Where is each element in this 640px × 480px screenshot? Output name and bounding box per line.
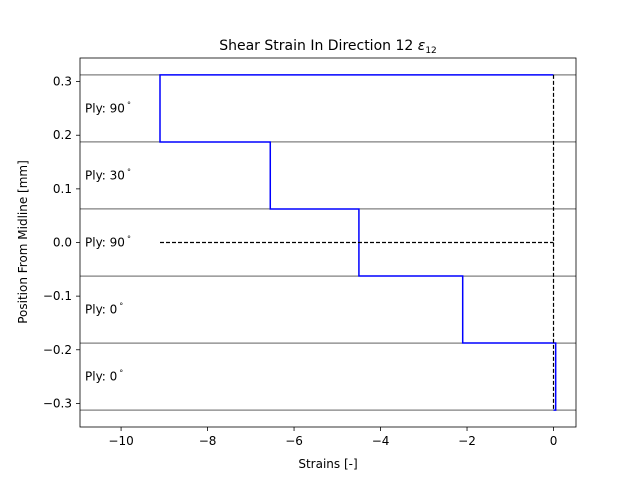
x-tick-label: −4 <box>372 434 390 448</box>
ply-label: Ply: 0 ° <box>85 369 123 384</box>
ply-label: Ply: 30 ° <box>85 167 131 182</box>
y-tick-label: 0.2 <box>53 128 72 142</box>
y-tick-label: 0.3 <box>53 75 72 89</box>
x-tick-label: −2 <box>458 434 476 448</box>
y-tick-label: −0.2 <box>43 343 72 357</box>
x-tick-label: −8 <box>199 434 217 448</box>
x-axis-label: Strains [-] <box>298 457 357 471</box>
y-tick-label: −0.3 <box>43 396 72 410</box>
plot-area: Ply: 90 ° Ply: 30 ° Ply: 90 ° Ply: 0 ° Ply: 0 ° <box>80 74 576 411</box>
ply-label: Ply: 0 ° <box>85 302 123 317</box>
x-tick-label: −10 <box>108 434 133 448</box>
y-tick-label: −0.1 <box>43 289 72 303</box>
y-axis-label: Position From Midline [mm] <box>16 160 30 324</box>
y-tick-label: 0.1 <box>53 182 72 196</box>
y-tick-label: 0.0 <box>53 236 72 250</box>
x-tick-label: 0 <box>550 434 558 448</box>
ply-label: Ply: 90 ° <box>85 235 131 250</box>
ply-label: Ply: 90 ° <box>85 100 131 115</box>
x-tick-label: −6 <box>285 434 303 448</box>
chart-title: Shear Strain In Direction 12 ε12 <box>219 38 437 56</box>
